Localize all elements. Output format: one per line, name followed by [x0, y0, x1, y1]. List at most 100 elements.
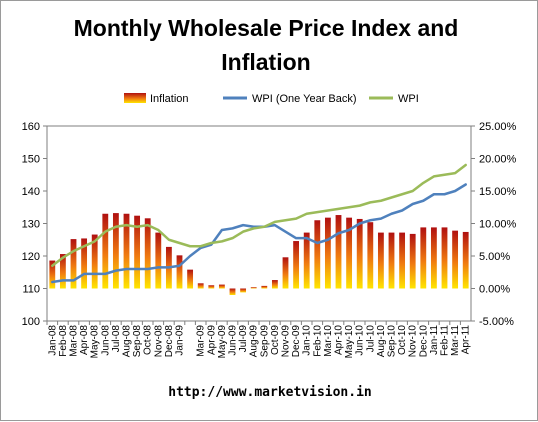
inflation-bar: [409, 233, 416, 289]
x-axis-tick-label: Mar-08: [69, 325, 80, 357]
x-axis-tick-label: Jan-11: [429, 325, 440, 355]
inflation-bar: [261, 285, 268, 289]
source-url: http://www.marketvision.in: [168, 385, 372, 400]
inflation-bar: [293, 241, 300, 289]
x-axis-tick-label: May-10: [344, 325, 355, 359]
x-axis-tick-label: Mar-11: [450, 325, 461, 356]
inflation-bar: [388, 232, 395, 289]
left-axis-tick-label: 130: [22, 219, 40, 231]
inflation-bar: [420, 227, 427, 289]
plot-area-border: [46, 125, 472, 322]
x-axis-tick-label: Mar-09: [196, 325, 207, 357]
inflation-bar: [123, 213, 130, 289]
inflation-bar: [250, 287, 257, 289]
inflation-bar: [208, 285, 215, 289]
x-axis-tick-label: Apr-09: [206, 325, 217, 355]
inflation-bar: [70, 239, 77, 289]
inflation-bar: [176, 255, 183, 289]
x-axis-tick-label: Oct-08: [143, 325, 154, 355]
x-axis-tick-label: Jun-10: [355, 325, 366, 356]
x-axis-tick-label: Jan-08: [47, 325, 58, 356]
x-axis-tick-label: Apr-10: [334, 325, 345, 355]
x-axis-tick-label: Jun-08: [100, 325, 111, 356]
inflation-bar: [377, 232, 384, 289]
x-axis-tick-label: Feb-08: [58, 325, 69, 357]
inflation-bar: [282, 257, 289, 289]
left-axis-tick-label: 120: [22, 251, 40, 263]
inflation-bar: [144, 218, 151, 289]
wpi-line: [51, 163, 467, 267]
x-axis-tick-label: Aug-08: [122, 325, 133, 358]
x-axis-tick-label: Sep-08: [132, 325, 143, 358]
inflation-bar: [112, 213, 119, 289]
inflation-bar: [324, 217, 331, 289]
inflation-bar: [218, 284, 225, 289]
left-axis-tick-label: 150: [22, 154, 40, 166]
inflation-bar: [59, 254, 66, 289]
left-axis-tick-label: 160: [22, 121, 40, 133]
x-axis-tick-label: Jun-09: [228, 325, 239, 356]
x-axis-tick-label: Nov-10: [408, 325, 419, 358]
left-axis-tick-label: 110: [22, 284, 40, 296]
x-axis-tick-label: Oct-10: [397, 325, 408, 355]
inflation-bar: [81, 238, 88, 289]
x-axis-tick-label: Feb-11: [440, 325, 451, 356]
x-axis-tick-label: Aug-10: [376, 325, 387, 358]
right-axis-tick-label: 0.00%: [479, 284, 510, 296]
x-axis-tick-label: Jul-10: [365, 325, 376, 353]
inflation-bar: [430, 227, 437, 289]
inflation-bar: [155, 232, 162, 289]
right-axis-tick-label: 5.00%: [479, 251, 510, 263]
legend-label: WPI: [398, 93, 419, 105]
inflation-bar: [356, 218, 363, 289]
x-axis-tick-label: Feb-10: [312, 325, 323, 357]
right-axis-tick-label: 10.00%: [479, 219, 517, 231]
inflation-bar: [102, 213, 109, 289]
x-axis-tick-label: Apr-11: [461, 325, 472, 355]
inflation-bar: [303, 232, 310, 289]
inflation-bar: [462, 231, 469, 289]
inflation-bar: [229, 288, 236, 295]
x-axis-tick-label: Dec-08: [164, 325, 175, 358]
x-axis-tick-label: Aug-09: [249, 325, 260, 358]
inflation-bar: [271, 280, 278, 289]
inflation-bar: [399, 232, 406, 289]
x-axis-tick-label: Nov-09: [281, 325, 292, 358]
legend-label: Inflation: [150, 93, 189, 105]
legend-label: WPI (One Year Back): [252, 93, 357, 105]
left-axis-tick-label: 100: [22, 316, 40, 328]
inflation-bar: [134, 215, 141, 289]
x-axis-tick-label: Jul-09: [238, 325, 249, 353]
legend-inflation-swatch: [124, 93, 146, 103]
inflation-bar: [346, 217, 353, 289]
right-axis-tick-label: 15.00%: [479, 186, 517, 198]
left-axis-tick-label: 140: [22, 186, 40, 198]
right-axis-tick-label: 20.00%: [479, 154, 517, 166]
x-axis-tick-label: Jan-10: [302, 325, 313, 356]
inflation-bar: [335, 215, 342, 289]
x-axis-tick-label: Jan-09: [175, 325, 186, 356]
x-axis-tick-label: May-09: [217, 325, 228, 359]
inflation-bar: [49, 260, 56, 289]
chart-title: Monthly Wholesale Price Index and Inflat…: [73, 15, 459, 75]
inflation-bar: [197, 283, 204, 289]
inflation-bar: [187, 269, 194, 289]
x-axis-tick-label: Dec-09: [291, 325, 302, 358]
x-axis-tick-label: Sep-10: [387, 325, 398, 358]
x-axis-tick-label: Nov-08: [153, 325, 164, 358]
inflation-bar: [91, 234, 98, 289]
x-axis-tick-label: Sep-09: [259, 325, 270, 358]
inflation-bar: [367, 222, 374, 289]
x-axis-tick-label: Jul-08: [111, 325, 122, 353]
x-axis-tick-label: Mar-10: [323, 325, 334, 357]
inflation-bar: [441, 227, 448, 289]
right-axis-tick-label: 25.00%: [479, 121, 517, 133]
inflation-bar: [240, 288, 247, 293]
right-axis-tick-label: -5.00%: [479, 316, 514, 328]
x-axis-tick-label: May-08: [90, 325, 101, 359]
inflation-bar: [314, 220, 321, 289]
inflation-bar: [452, 230, 459, 289]
x-axis-tick-label: Apr-08: [79, 325, 90, 355]
